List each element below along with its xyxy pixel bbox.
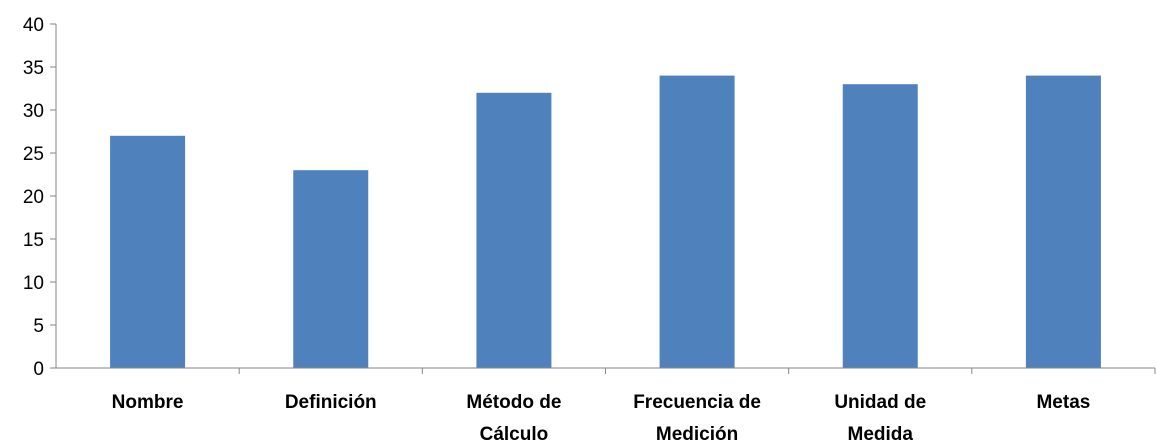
bar [110, 135, 186, 368]
bar [659, 75, 735, 368]
y-tick-label: 5 [33, 316, 44, 337]
x-tick-label: Frecuencia de Medición [633, 392, 761, 442]
bar [476, 92, 552, 369]
y-tick-label: 0 [33, 359, 44, 380]
x-tick-label: Unidad de Medida [834, 392, 926, 442]
x-tick-label-line: Cálculo [480, 424, 549, 442]
y-tick-label: 10 [23, 273, 44, 294]
y-tick-label: 40 [23, 15, 44, 36]
x-tick-label-line: Unidad de [834, 392, 926, 413]
y-tick-label: 20 [23, 187, 44, 208]
x-tick-label-line: Frecuencia de [633, 392, 761, 413]
x-tick-label-line: Metas [1036, 392, 1090, 413]
bar [1025, 75, 1101, 368]
x-tick-label-line: Nombre [112, 392, 184, 413]
x-axis: Nombre Definición Método de Cálculo Frecuenc… [50, 367, 1156, 442]
x-tick-label: Nombre [112, 392, 184, 413]
y-tick-label: 30 [23, 101, 44, 122]
x-tick-label-line: Medida [848, 424, 914, 442]
x-tick-label-line: Método de [466, 392, 561, 413]
bar [842, 84, 918, 368]
bars [110, 75, 1101, 369]
x-tick-label: Metas [1036, 392, 1090, 413]
x-tick-label: Definición [285, 392, 377, 413]
x-tick-label-line: Medición [656, 424, 738, 442]
y-tick-label: 25 [23, 144, 44, 165]
x-tick-label: Método de Cálculo [466, 392, 561, 442]
bar [293, 170, 369, 368]
y-axis: 0 5 10 15 20 25 30 35 40 [23, 15, 57, 380]
y-tick-label: 35 [23, 58, 44, 79]
y-tick-label: 15 [23, 230, 44, 251]
x-tick-label-line: Definición [285, 392, 377, 413]
